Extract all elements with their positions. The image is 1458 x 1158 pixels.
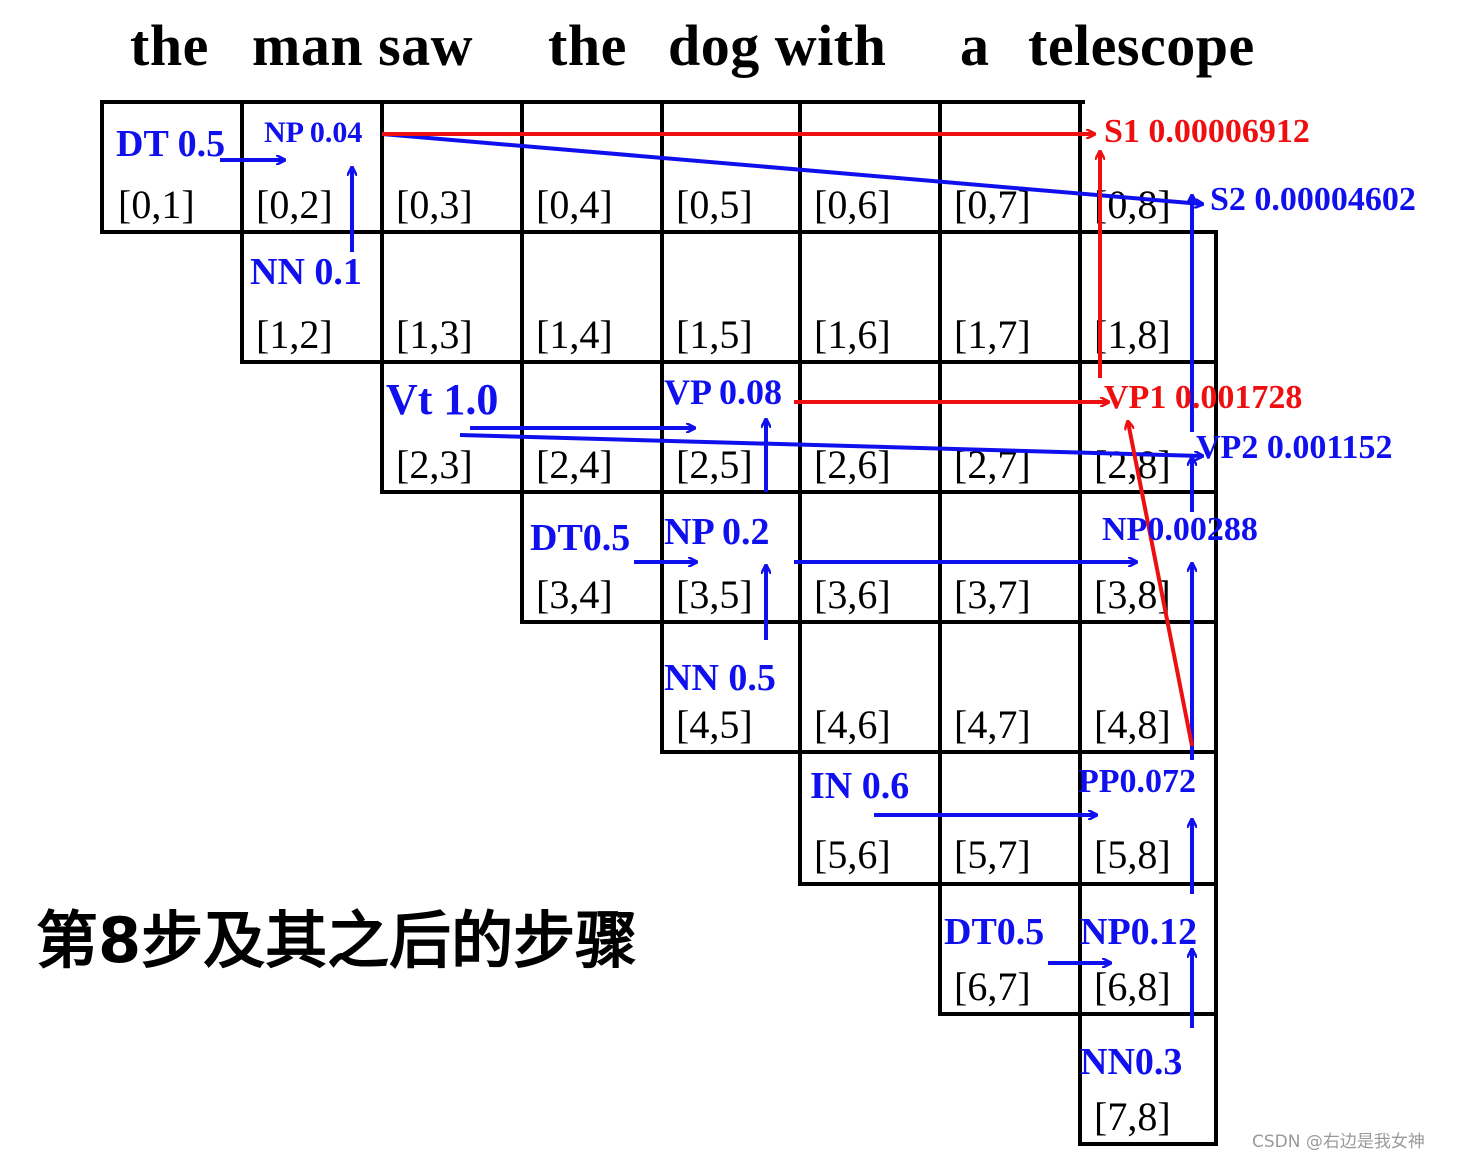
- entry-nn-1-2: NN 0.1: [250, 251, 362, 293]
- chart-grid: [100, 100, 1218, 1146]
- span-label-0-5: [0,5]: [676, 182, 753, 227]
- span-label-3-5: [3,5]: [676, 572, 753, 617]
- span-label-1-6: [1,6]: [814, 312, 891, 357]
- entry-s2-0-8: S2 0.00004602: [1210, 181, 1416, 218]
- step-caption: 第8步及其之后的步骤: [36, 904, 638, 977]
- span-label-1-5: [1,5]: [676, 312, 753, 357]
- span-label-5-6: [5,6]: [814, 832, 891, 877]
- span-label-7-8: [7,8]: [1094, 1094, 1171, 1139]
- span-label-2-6: [2,6]: [814, 442, 891, 487]
- span-label-2-4: [2,4]: [536, 442, 613, 487]
- entry-vp-2-5: VP 0.08: [664, 372, 782, 412]
- span-label-0-6: [0,6]: [814, 182, 891, 227]
- entry-pp-5-8: PP0.072: [1078, 763, 1196, 800]
- entry-vt-2-3: Vt 1.0: [386, 375, 498, 424]
- span-label-1-2: [1,2]: [256, 312, 333, 357]
- span-label-2-3: [2,3]: [396, 442, 473, 487]
- sentence-word-the-2: the: [548, 13, 627, 78]
- arrow-pp58-to-vp1: [1128, 422, 1194, 747]
- sentence-word-telescope: telescope: [1028, 13, 1255, 78]
- span-label-2-5: [2,5]: [676, 442, 753, 487]
- entry-nn-4-5: NN 0.5: [664, 657, 776, 699]
- span-label-3-4: [3,4]: [536, 572, 613, 617]
- arrow-np02-to-s2: [381, 132, 1202, 204]
- sentence-words-man-saw: man saw: [252, 13, 474, 78]
- entry-np-0-2: NP 0.04: [264, 116, 362, 149]
- span-label-1-4: [1,4]: [536, 312, 613, 357]
- red-arrows: [382, 134, 1194, 747]
- span-label-6-8: [6,8]: [1094, 964, 1171, 1009]
- entry-dt-3-4: DT0.5: [530, 517, 630, 559]
- arrow-vt23-to-vp2: [459, 433, 1202, 456]
- entry-dt-6-7: DT0.5: [944, 911, 1044, 953]
- span-label-6-7: [6,7]: [954, 964, 1031, 1009]
- span-label-4-8: [4,8]: [1094, 702, 1171, 747]
- entry-nn-7-8: NN0.3: [1080, 1041, 1182, 1083]
- entry-vp1-2-8: VP1 0.001728: [1104, 379, 1302, 416]
- span-label-5-8: [5,8]: [1094, 832, 1171, 877]
- span-label-4-5: [4,5]: [676, 702, 753, 747]
- span-label-5-7: [5,7]: [954, 832, 1031, 877]
- entry-in-5-6: IN 0.6: [810, 765, 909, 807]
- span-label-0-2: [0,2]: [256, 182, 333, 227]
- span-label-1-8: [1,8]: [1094, 312, 1171, 357]
- span-label-0-8: [0,8]: [1094, 182, 1171, 227]
- span-label-1-3: [1,3]: [396, 312, 473, 357]
- sentence-word-a: a: [960, 13, 990, 78]
- span-label-4-6: [4,6]: [814, 702, 891, 747]
- entry-np-3-8: NP0.00288: [1102, 511, 1258, 548]
- span-label-1-7: [1,7]: [954, 312, 1031, 357]
- span-label-3-6: [3,6]: [814, 572, 891, 617]
- span-label-0-4: [0,4]: [536, 182, 613, 227]
- span-label-3-7: [3,7]: [954, 572, 1031, 617]
- span-label-4-7: [4,7]: [954, 702, 1031, 747]
- watermark: CSDN @右边是我女神: [1252, 1132, 1425, 1152]
- span-labels: [0,1] [0,2] [0,3] [0,4] [0,5] [0,6] [0,7…: [118, 182, 1171, 1139]
- entry-np-3-5: NP 0.2: [664, 511, 770, 553]
- entry-np-6-8: NP0.12: [1080, 911, 1197, 953]
- entry-vp2-2-8: VP2 0.001152: [1196, 429, 1392, 466]
- blue-arrows: [220, 132, 1202, 1028]
- entry-s1-0-8: S1 0.00006912: [1104, 113, 1310, 150]
- sentence-word-the-1: the: [130, 13, 209, 78]
- chart-entries: DT 0.5 NP 0.04 NN 0.1 Vt 1.0 VP 0.08 DT0…: [116, 113, 1416, 1083]
- sentence-words-dog-with: dog with: [668, 13, 887, 78]
- span-label-0-1: [0,1]: [118, 182, 195, 227]
- entry-dt-0-1: DT 0.5: [116, 123, 225, 165]
- span-label-0-3: [0,3]: [396, 182, 473, 227]
